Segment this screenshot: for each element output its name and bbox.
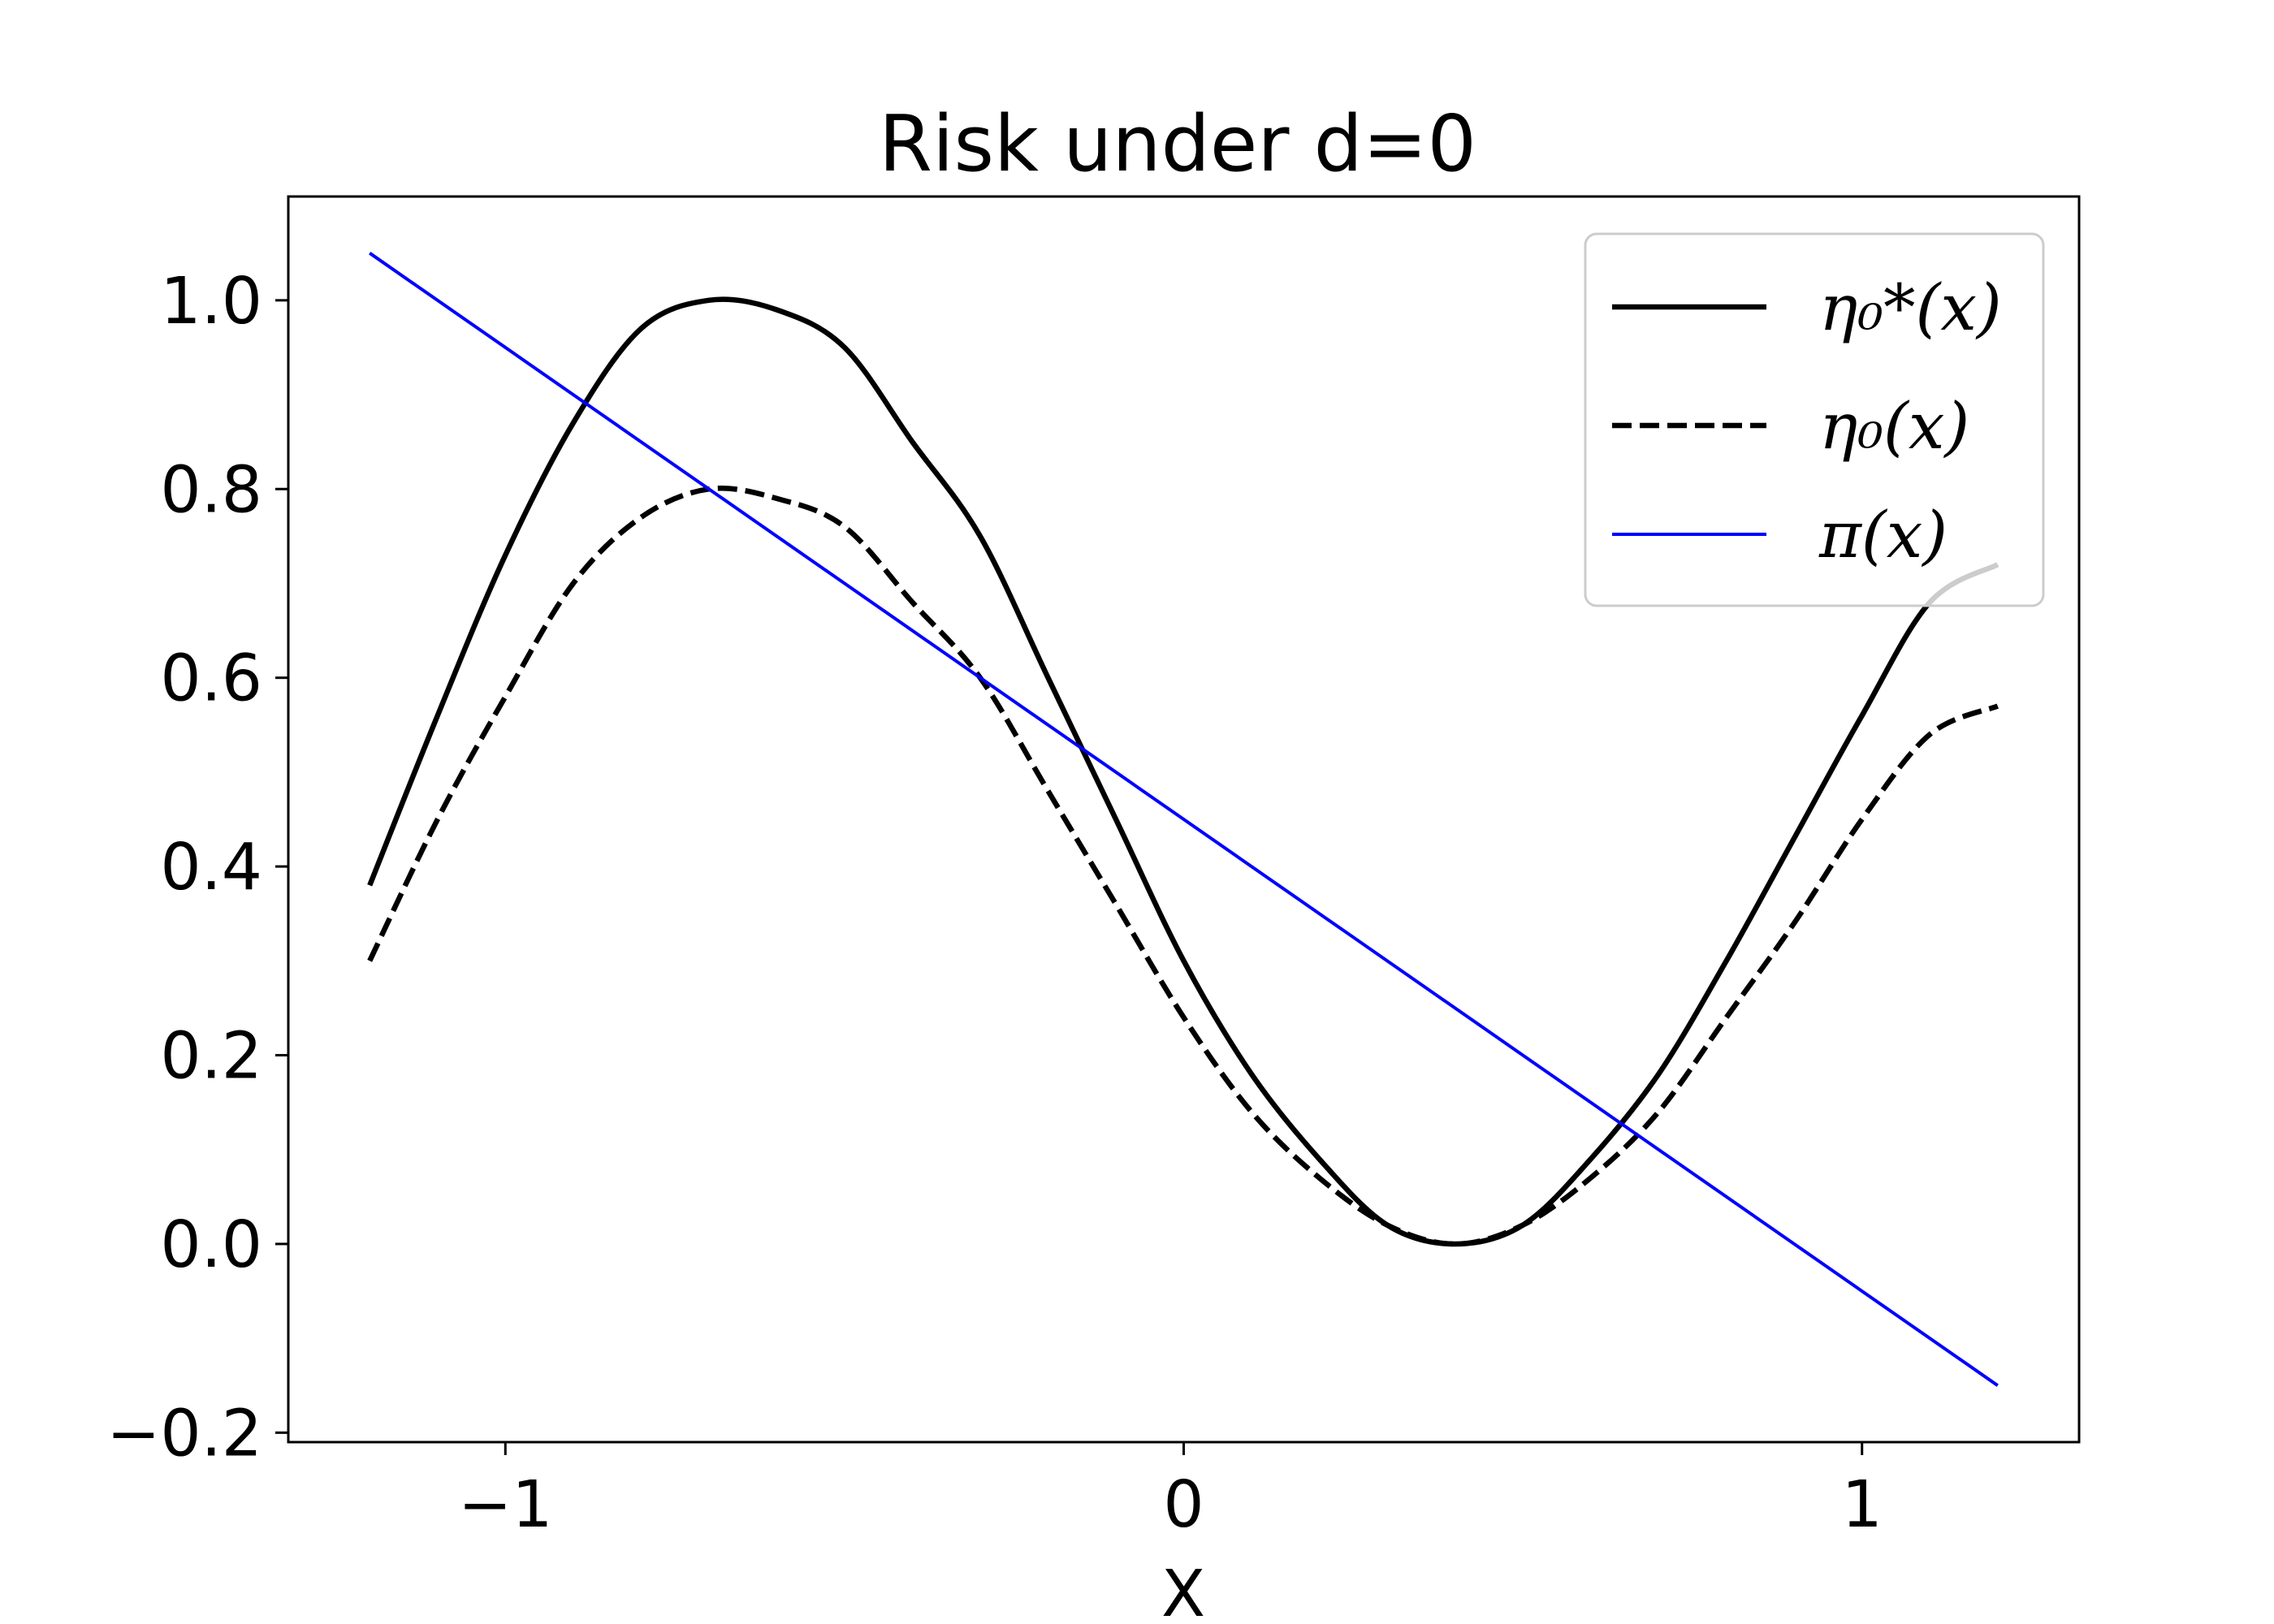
legend-label-1: η₀(x) xyxy=(1819,389,1969,464)
x-axis-label: X xyxy=(1161,1557,1205,1624)
plot-area xyxy=(367,252,1999,1387)
y-tick-label-5: 0.8 xyxy=(160,452,262,527)
y-axis: −0.2 0.0 0.2 0.4 0.6 0.8 1.0 xyxy=(106,264,288,1471)
x-axis: −1 0 1 xyxy=(458,1442,1883,1542)
x-tick-label-1: 0 xyxy=(1163,1467,1204,1542)
y-tick-label-0: −0.2 xyxy=(106,1396,262,1471)
legend: η₀*(x) η₀(x) π(x) xyxy=(1584,232,2045,607)
x-tick-label-2: 1 xyxy=(1842,1467,1883,1542)
y-tick-label-4: 0.6 xyxy=(160,641,262,716)
y-tick-label-1: 0.0 xyxy=(160,1207,262,1282)
chart-title: Risk under d=0 xyxy=(879,100,1476,189)
y-tick-label-2: 0.2 xyxy=(160,1019,262,1094)
y-tick-label-6: 1.0 xyxy=(160,264,262,339)
legend-frame xyxy=(1584,232,2045,607)
legend-label-0: η₀*(x) xyxy=(1819,270,2002,345)
series-line-1 xyxy=(367,486,1999,1247)
series-line-0 xyxy=(367,296,1999,1247)
x-tick-label-0: −1 xyxy=(458,1467,552,1542)
legend-label-2: π(x) xyxy=(1818,498,1948,572)
y-tick-label-3: 0.4 xyxy=(160,830,262,905)
series-line-2 xyxy=(369,252,1999,1387)
